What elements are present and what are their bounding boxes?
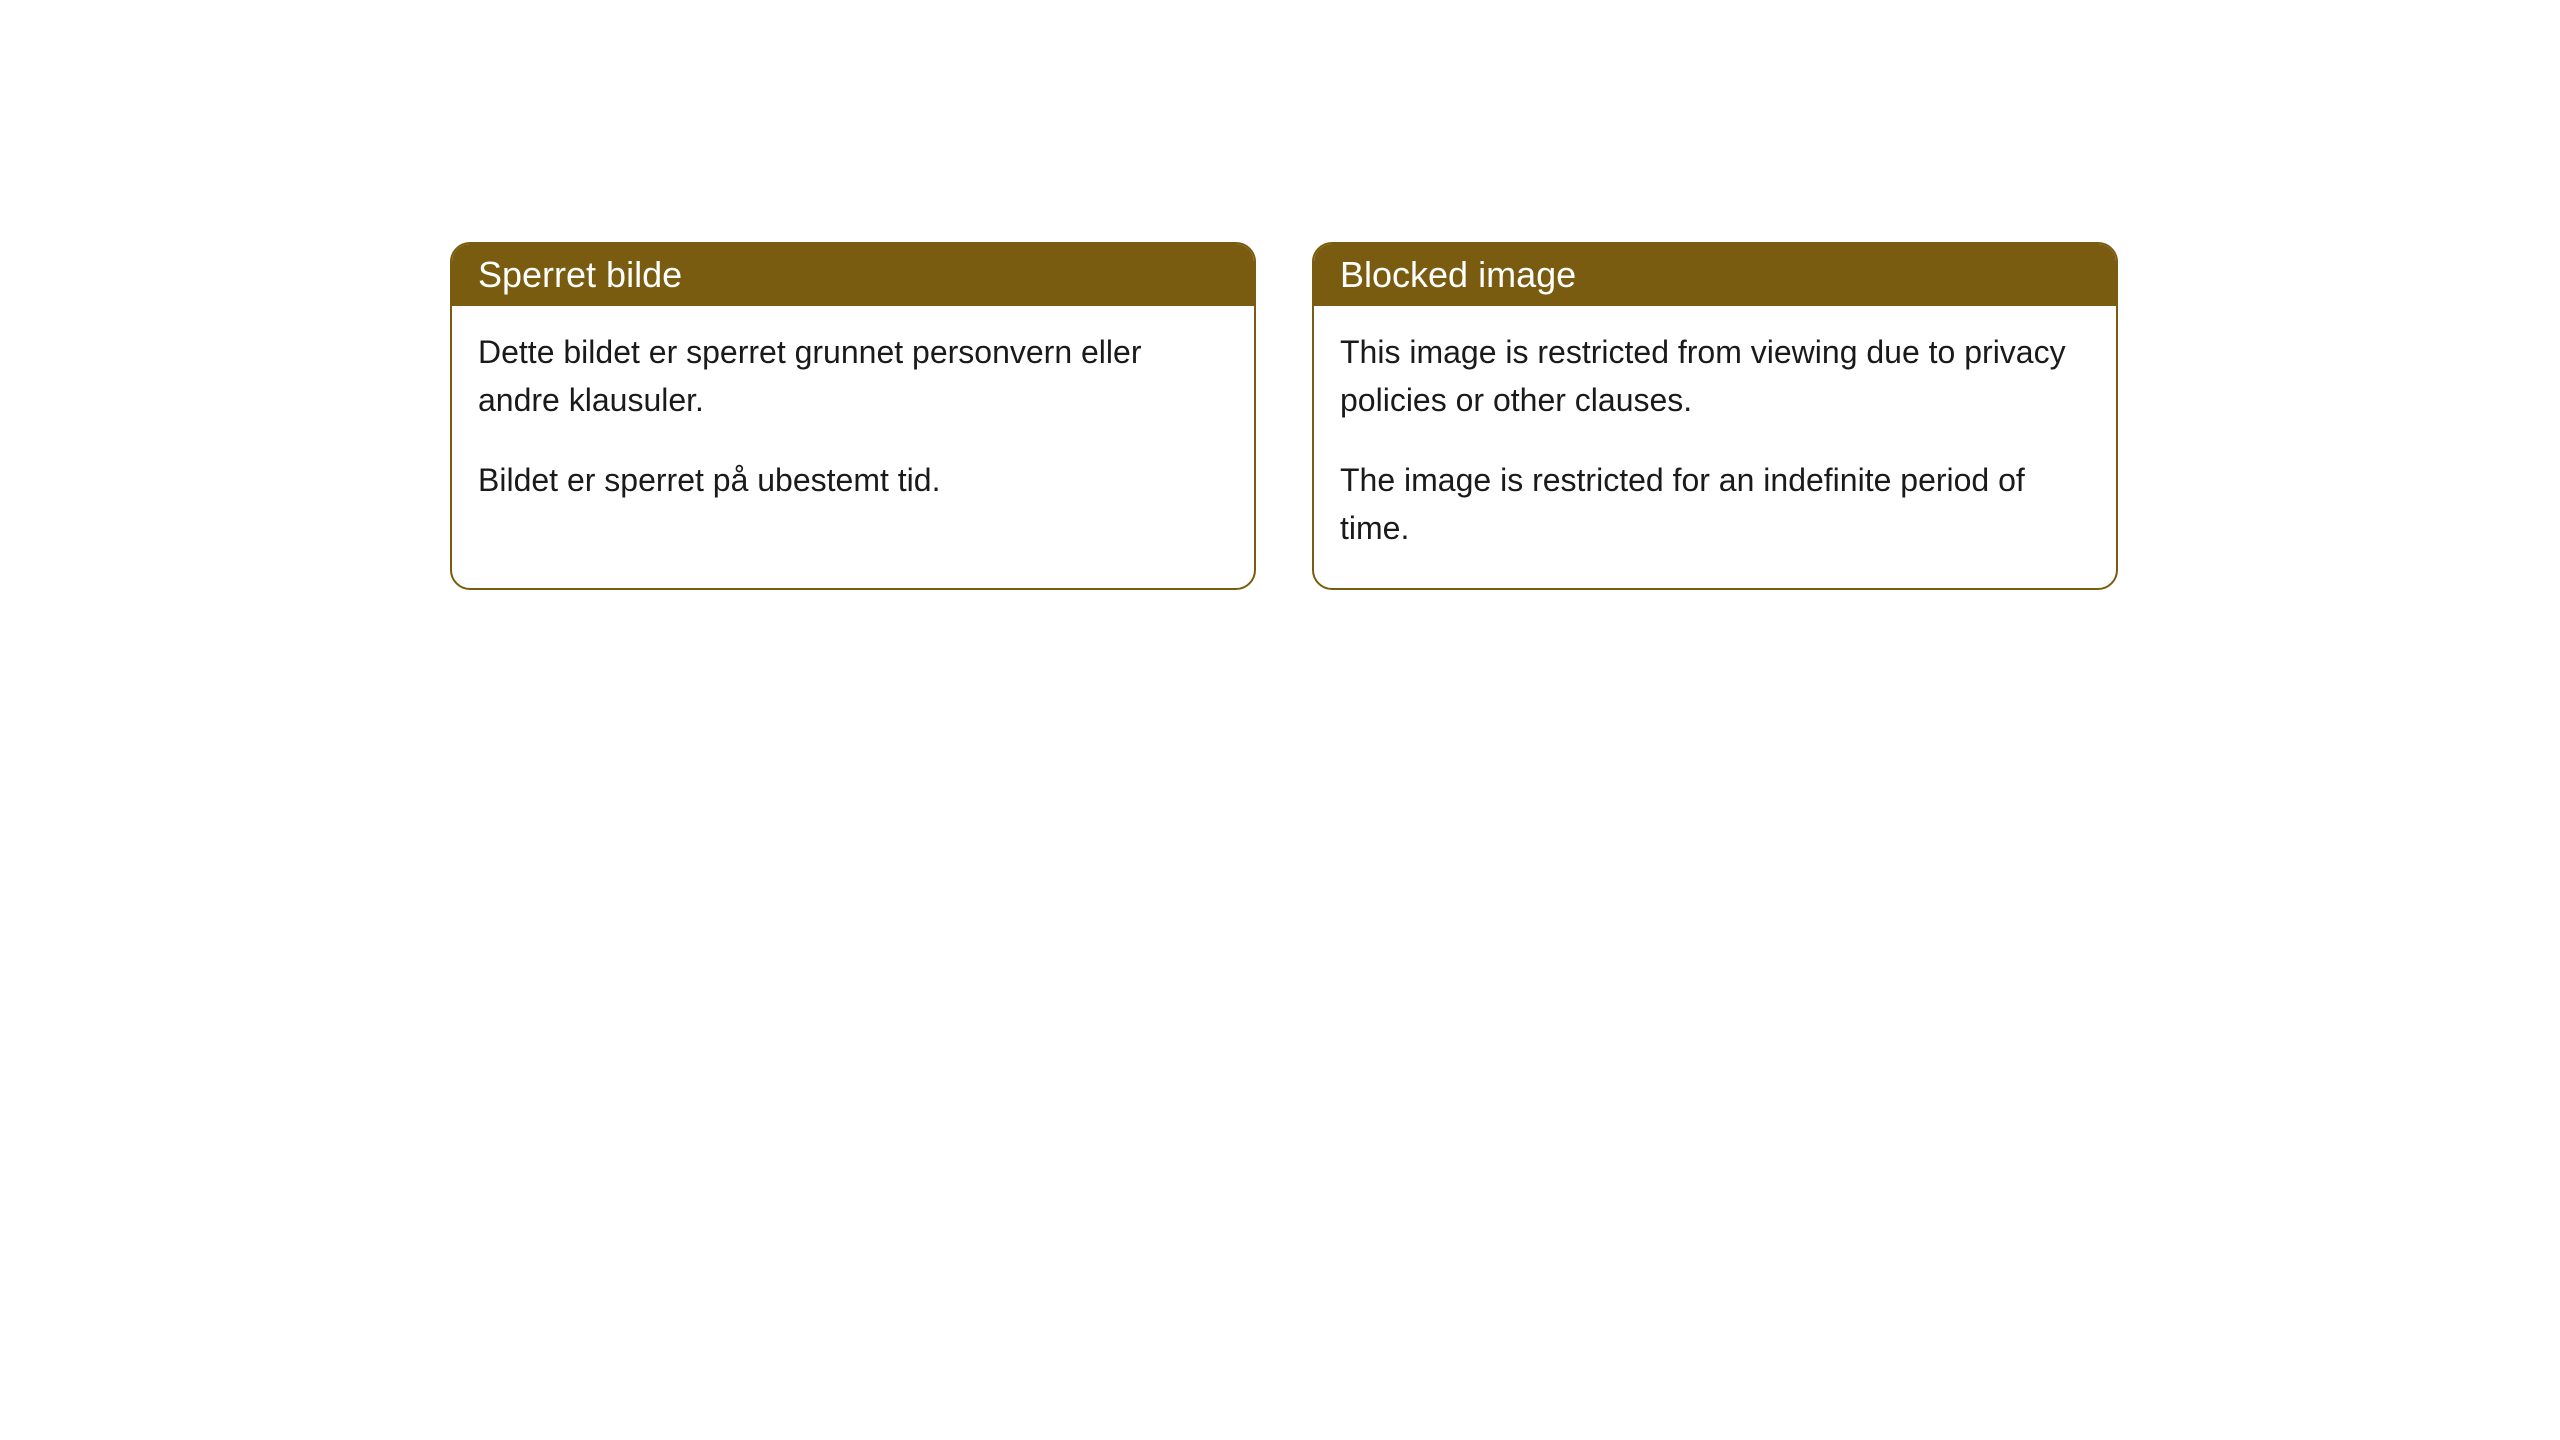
notice-header: Sperret bilde bbox=[452, 244, 1254, 306]
notice-header: Blocked image bbox=[1314, 244, 2116, 306]
notice-body: Dette bildet er sperret grunnet personve… bbox=[452, 306, 1254, 540]
notice-paragraph-2: Bildet er sperret på ubestemt tid. bbox=[478, 456, 1228, 504]
notice-card-norwegian: Sperret bilde Dette bildet er sperret gr… bbox=[450, 242, 1256, 590]
notice-paragraph-1: This image is restricted from viewing du… bbox=[1340, 328, 2090, 424]
notice-paragraph-2: The image is restricted for an indefinit… bbox=[1340, 456, 2090, 552]
notice-body: This image is restricted from viewing du… bbox=[1314, 306, 2116, 588]
notice-paragraph-1: Dette bildet er sperret grunnet personve… bbox=[478, 328, 1228, 424]
notice-card-english: Blocked image This image is restricted f… bbox=[1312, 242, 2118, 590]
notice-container: Sperret bilde Dette bildet er sperret gr… bbox=[0, 0, 2560, 590]
